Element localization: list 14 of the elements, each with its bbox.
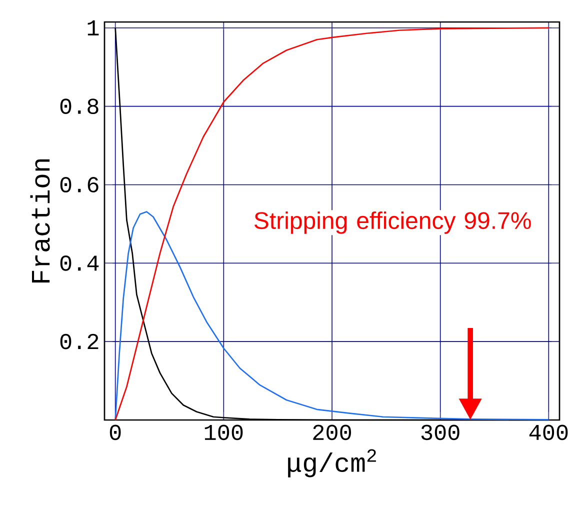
y-axis-title: Fraction	[30, 159, 50, 282]
y-tick-label: 0.4	[60, 255, 99, 271]
y-tick-label: 0.2	[60, 334, 98, 350]
x-tick-label: 200	[313, 424, 352, 440]
x-axis-title: μg/cm$^{2}$	[288, 449, 376, 478]
x-tick-label: 0	[110, 424, 121, 440]
y-tick-label: 0.6	[60, 177, 98, 192]
x-tick-label: 400	[529, 424, 568, 440]
y-tick-label: 0.8	[60, 98, 98, 114]
y-tick-label: 1	[88, 20, 99, 36]
line-series	[114, 211, 550, 421]
annotation: Stripping efficiency 99.7%	[254, 211, 531, 234]
x-tick-label: 300	[421, 424, 460, 440]
x-tick-label: 100	[204, 424, 243, 440]
